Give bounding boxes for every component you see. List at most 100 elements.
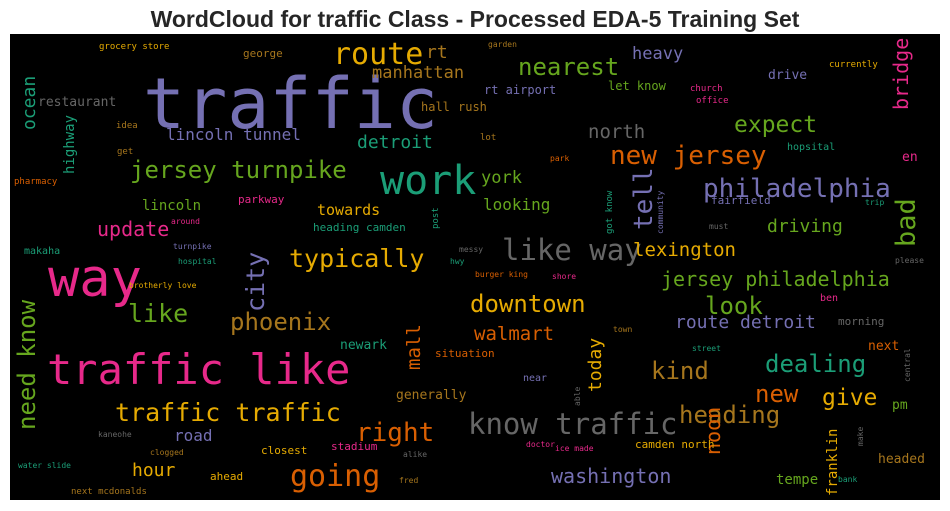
word-street: street (692, 344, 721, 353)
word-right: right (356, 418, 434, 448)
word-tell: tell (629, 167, 659, 230)
word-mall: mall (403, 324, 425, 370)
word-stadium: stadium (331, 440, 378, 453)
word-ocean: ocean (19, 76, 40, 130)
word-typically: typically (289, 244, 424, 273)
word-towards: towards (317, 201, 380, 219)
word-noon: noon (701, 407, 725, 455)
word-new-jersey: new jersey (610, 141, 767, 171)
word-newark: newark (340, 338, 387, 353)
word-fred: fred (399, 476, 418, 485)
word-dealing: dealing (765, 350, 866, 378)
word-en: en (902, 150, 918, 165)
word-morning: morning (838, 315, 884, 328)
word-philadelphia: philadelphia (703, 174, 891, 204)
word-rt: rt (426, 42, 448, 63)
word-lexington: lexington (633, 239, 736, 261)
word-brotherly-love: brotherly love (129, 281, 197, 290)
word-hwy: hwy (450, 257, 465, 266)
word-manhattan: manhattan (372, 63, 464, 83)
word-clogged: clogged (150, 448, 184, 457)
word-today: today (585, 338, 606, 392)
word-burger-king: burger king (475, 270, 528, 279)
word-pharmacy: pharmacy (14, 177, 58, 187)
word-currently: currently (829, 60, 878, 70)
wordcloud-canvas: traffic way traffic like work route going like… (10, 34, 940, 500)
word-heavy: heavy (632, 44, 683, 64)
word-nearest: nearest (518, 53, 619, 81)
word-ben: ben (820, 293, 838, 304)
word-hospital: hospital (178, 257, 217, 266)
word-kaneohe: kaneohe (98, 430, 132, 439)
word-restaurant: restaurant (38, 95, 116, 110)
word-ice-made: ice made (555, 444, 594, 453)
word-near: near (523, 373, 547, 384)
word-garden: garden (488, 40, 517, 49)
word-detroit: detroit (357, 132, 433, 153)
word-got-know: got know (605, 190, 615, 234)
word-road: road (174, 426, 213, 445)
word-must: must (709, 222, 728, 231)
word-route-detroit: route detroit (675, 312, 816, 333)
word-like-way: like way (502, 233, 642, 267)
word-next-mcdonalds: next mcdonalds (71, 487, 147, 497)
word-driving: driving (767, 216, 843, 237)
word-able: able (573, 387, 582, 406)
word-need-know: need know (13, 299, 41, 430)
word-lot: lot (480, 133, 496, 143)
word-traffic-like: traffic like (47, 345, 350, 394)
word-route: route (333, 37, 423, 72)
word-park: park (550, 154, 569, 163)
word-generally: generally (396, 388, 467, 403)
word-central: central (903, 348, 912, 382)
word-downtown: downtown (470, 290, 586, 318)
word-north: north (588, 121, 645, 143)
word-looking: looking (483, 195, 550, 214)
word-alike: alike (403, 450, 427, 459)
word-know-traffic: know traffic (468, 407, 678, 441)
word-phoenix: phoenix (230, 308, 331, 336)
word-give: give (822, 385, 877, 411)
word-traffic-traffic: traffic traffic (115, 398, 341, 427)
word-bank: bank (838, 475, 857, 484)
word-lincoln: lincoln (142, 198, 201, 214)
word-please: please (895, 256, 924, 265)
word-church: church (690, 84, 723, 94)
word-going: going (290, 459, 380, 494)
word-turnpike: turnpike (173, 242, 212, 251)
word-work: work (380, 158, 476, 204)
word-way: way (48, 249, 142, 309)
word-camden-north: camden north (635, 438, 714, 451)
word-like: like (128, 299, 188, 328)
word-around: around (171, 217, 200, 226)
word-new: new (755, 380, 799, 408)
word-tempe: tempe (776, 472, 818, 488)
word-hour: hour (132, 460, 176, 481)
word-next: next (868, 339, 899, 354)
word-get: get (117, 147, 133, 157)
word-closest: closest (261, 444, 307, 457)
word-jersey-philadelphia: jersey philadelphia (661, 267, 890, 291)
word-doctor: doctor (526, 440, 555, 449)
word-bridge: bridge (889, 38, 913, 110)
word-headed: headed (878, 452, 925, 467)
word-ahead: ahead (210, 470, 243, 483)
word-heading: heading (679, 401, 780, 429)
word-franklin: franklin (825, 429, 841, 496)
word-bad: bad (891, 198, 922, 247)
word-shore: shore (552, 272, 576, 281)
word-trip: trip (865, 198, 884, 207)
word-situation: situation (435, 347, 495, 360)
word-grocery-store: grocery store (99, 42, 169, 52)
word-make: make (856, 427, 865, 446)
word-parkway: parkway (238, 193, 285, 206)
word-drive: drive (768, 68, 807, 83)
word-look: look (705, 292, 763, 320)
word-makaha: makaha (24, 246, 60, 257)
word-city: city (241, 252, 270, 312)
word-york: york (481, 168, 522, 188)
word-rush: rush (458, 100, 487, 114)
word-post: post (431, 207, 441, 229)
word-traffic: traffic (143, 63, 438, 145)
word-george: george (243, 47, 283, 60)
